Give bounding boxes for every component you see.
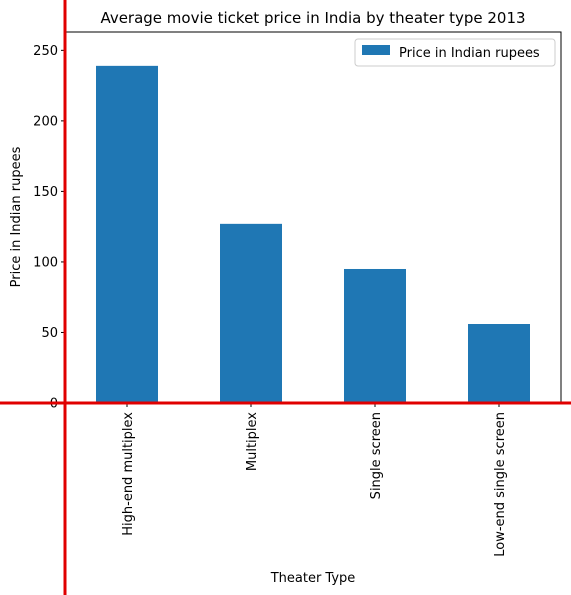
chart-title: Average movie ticket price in India by t… [100,9,525,27]
x-tick-label: Low-end single screen [493,412,508,557]
legend-swatch [362,45,390,55]
y-tick-label: 250 [33,44,58,59]
y-tick-label: 150 [33,185,58,200]
bar [220,223,282,403]
x-tick-label: Single screen [369,412,384,499]
x-tick-label: Multiplex [245,412,260,471]
y-tick-label: 50 [41,326,58,341]
bar [344,268,406,403]
y-tick-label: 200 [33,114,58,129]
bars-group [96,65,530,403]
bar [468,324,530,403]
bar [96,65,158,403]
plot-area: 050100150200250 High-end multiplexMultip… [33,31,562,557]
y-tick-label: 100 [33,255,58,270]
y-axis-label: Price in Indian rupees [9,146,24,287]
x-axis-ticks: High-end multiplex Multiplex Single screen… [121,403,508,557]
legend: Price in Indian rupees [354,38,556,67]
x-tick-label: High-end multiplex [121,412,136,536]
x-axis-label: Theater Type [270,571,356,586]
legend-label: Price in Indian rupees [399,46,540,61]
legend-box [354,38,556,67]
